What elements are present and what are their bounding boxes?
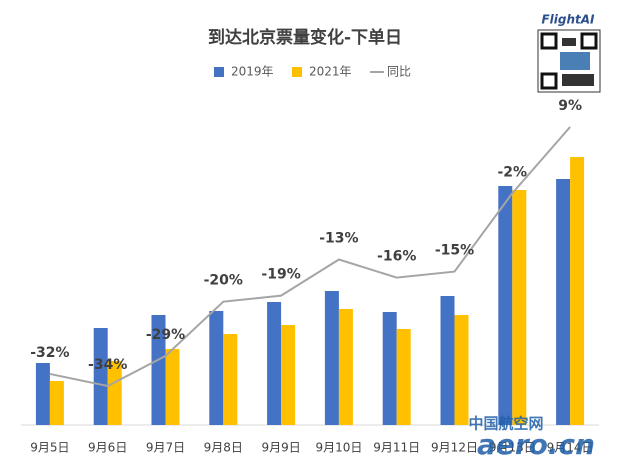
bar	[498, 186, 513, 425]
bar	[396, 329, 411, 425]
bar	[338, 309, 353, 425]
data-label: -13%	[319, 231, 358, 247]
x-tick-label: 9月6日	[88, 441, 127, 455]
x-tick-label: 9月7日	[146, 441, 185, 455]
bar	[440, 296, 455, 425]
bar	[35, 363, 50, 425]
qr-code	[537, 29, 601, 93]
legend-swatch	[214, 67, 224, 77]
watermark: aero.cn	[477, 428, 595, 461]
data-label: -2%	[498, 164, 528, 180]
data-label: -34%	[88, 357, 127, 373]
bar	[209, 311, 224, 425]
data-label: -19%	[261, 267, 300, 283]
bar	[165, 349, 180, 425]
bar	[556, 179, 571, 425]
bar	[324, 291, 339, 425]
line	[49, 126, 571, 388]
x-tick-label: 9月8日	[204, 441, 243, 455]
watermark-cn: 中国航空网	[468, 415, 543, 433]
legend-label: 2021年	[309, 65, 352, 79]
bar	[570, 157, 585, 425]
data-label: -29%	[146, 327, 185, 343]
bar	[49, 381, 64, 425]
bar	[223, 334, 238, 425]
x-tick-label: 9月12日	[431, 441, 478, 455]
bar	[267, 302, 282, 425]
legend-label: 同比	[387, 65, 411, 79]
bar	[512, 190, 527, 425]
x-tick-label: 9月9日	[261, 441, 300, 455]
x-tick-label: 9月11日	[373, 441, 420, 455]
x-tick-label: 9月10日	[315, 441, 362, 455]
bar	[151, 315, 166, 425]
legend-label: 2019年	[231, 65, 274, 79]
bar	[93, 328, 108, 425]
data-label: -16%	[377, 249, 416, 265]
legend-swatch	[292, 67, 302, 77]
data-label: 9%	[558, 98, 582, 114]
logo: FlightAI	[541, 13, 595, 27]
bar	[107, 361, 122, 425]
data-label: -20%	[204, 273, 243, 289]
bar	[382, 312, 397, 425]
data-label: -15%	[435, 243, 474, 259]
bar	[281, 325, 296, 425]
x-tick-label: 9月5日	[30, 441, 69, 455]
x-tick-label: 9月13日	[489, 441, 536, 455]
bar	[454, 315, 469, 425]
chart-title: 到达北京票量变化-下单日	[208, 27, 402, 48]
x-tick-label: 9月14日	[547, 441, 594, 455]
data-label: -32%	[30, 345, 69, 361]
